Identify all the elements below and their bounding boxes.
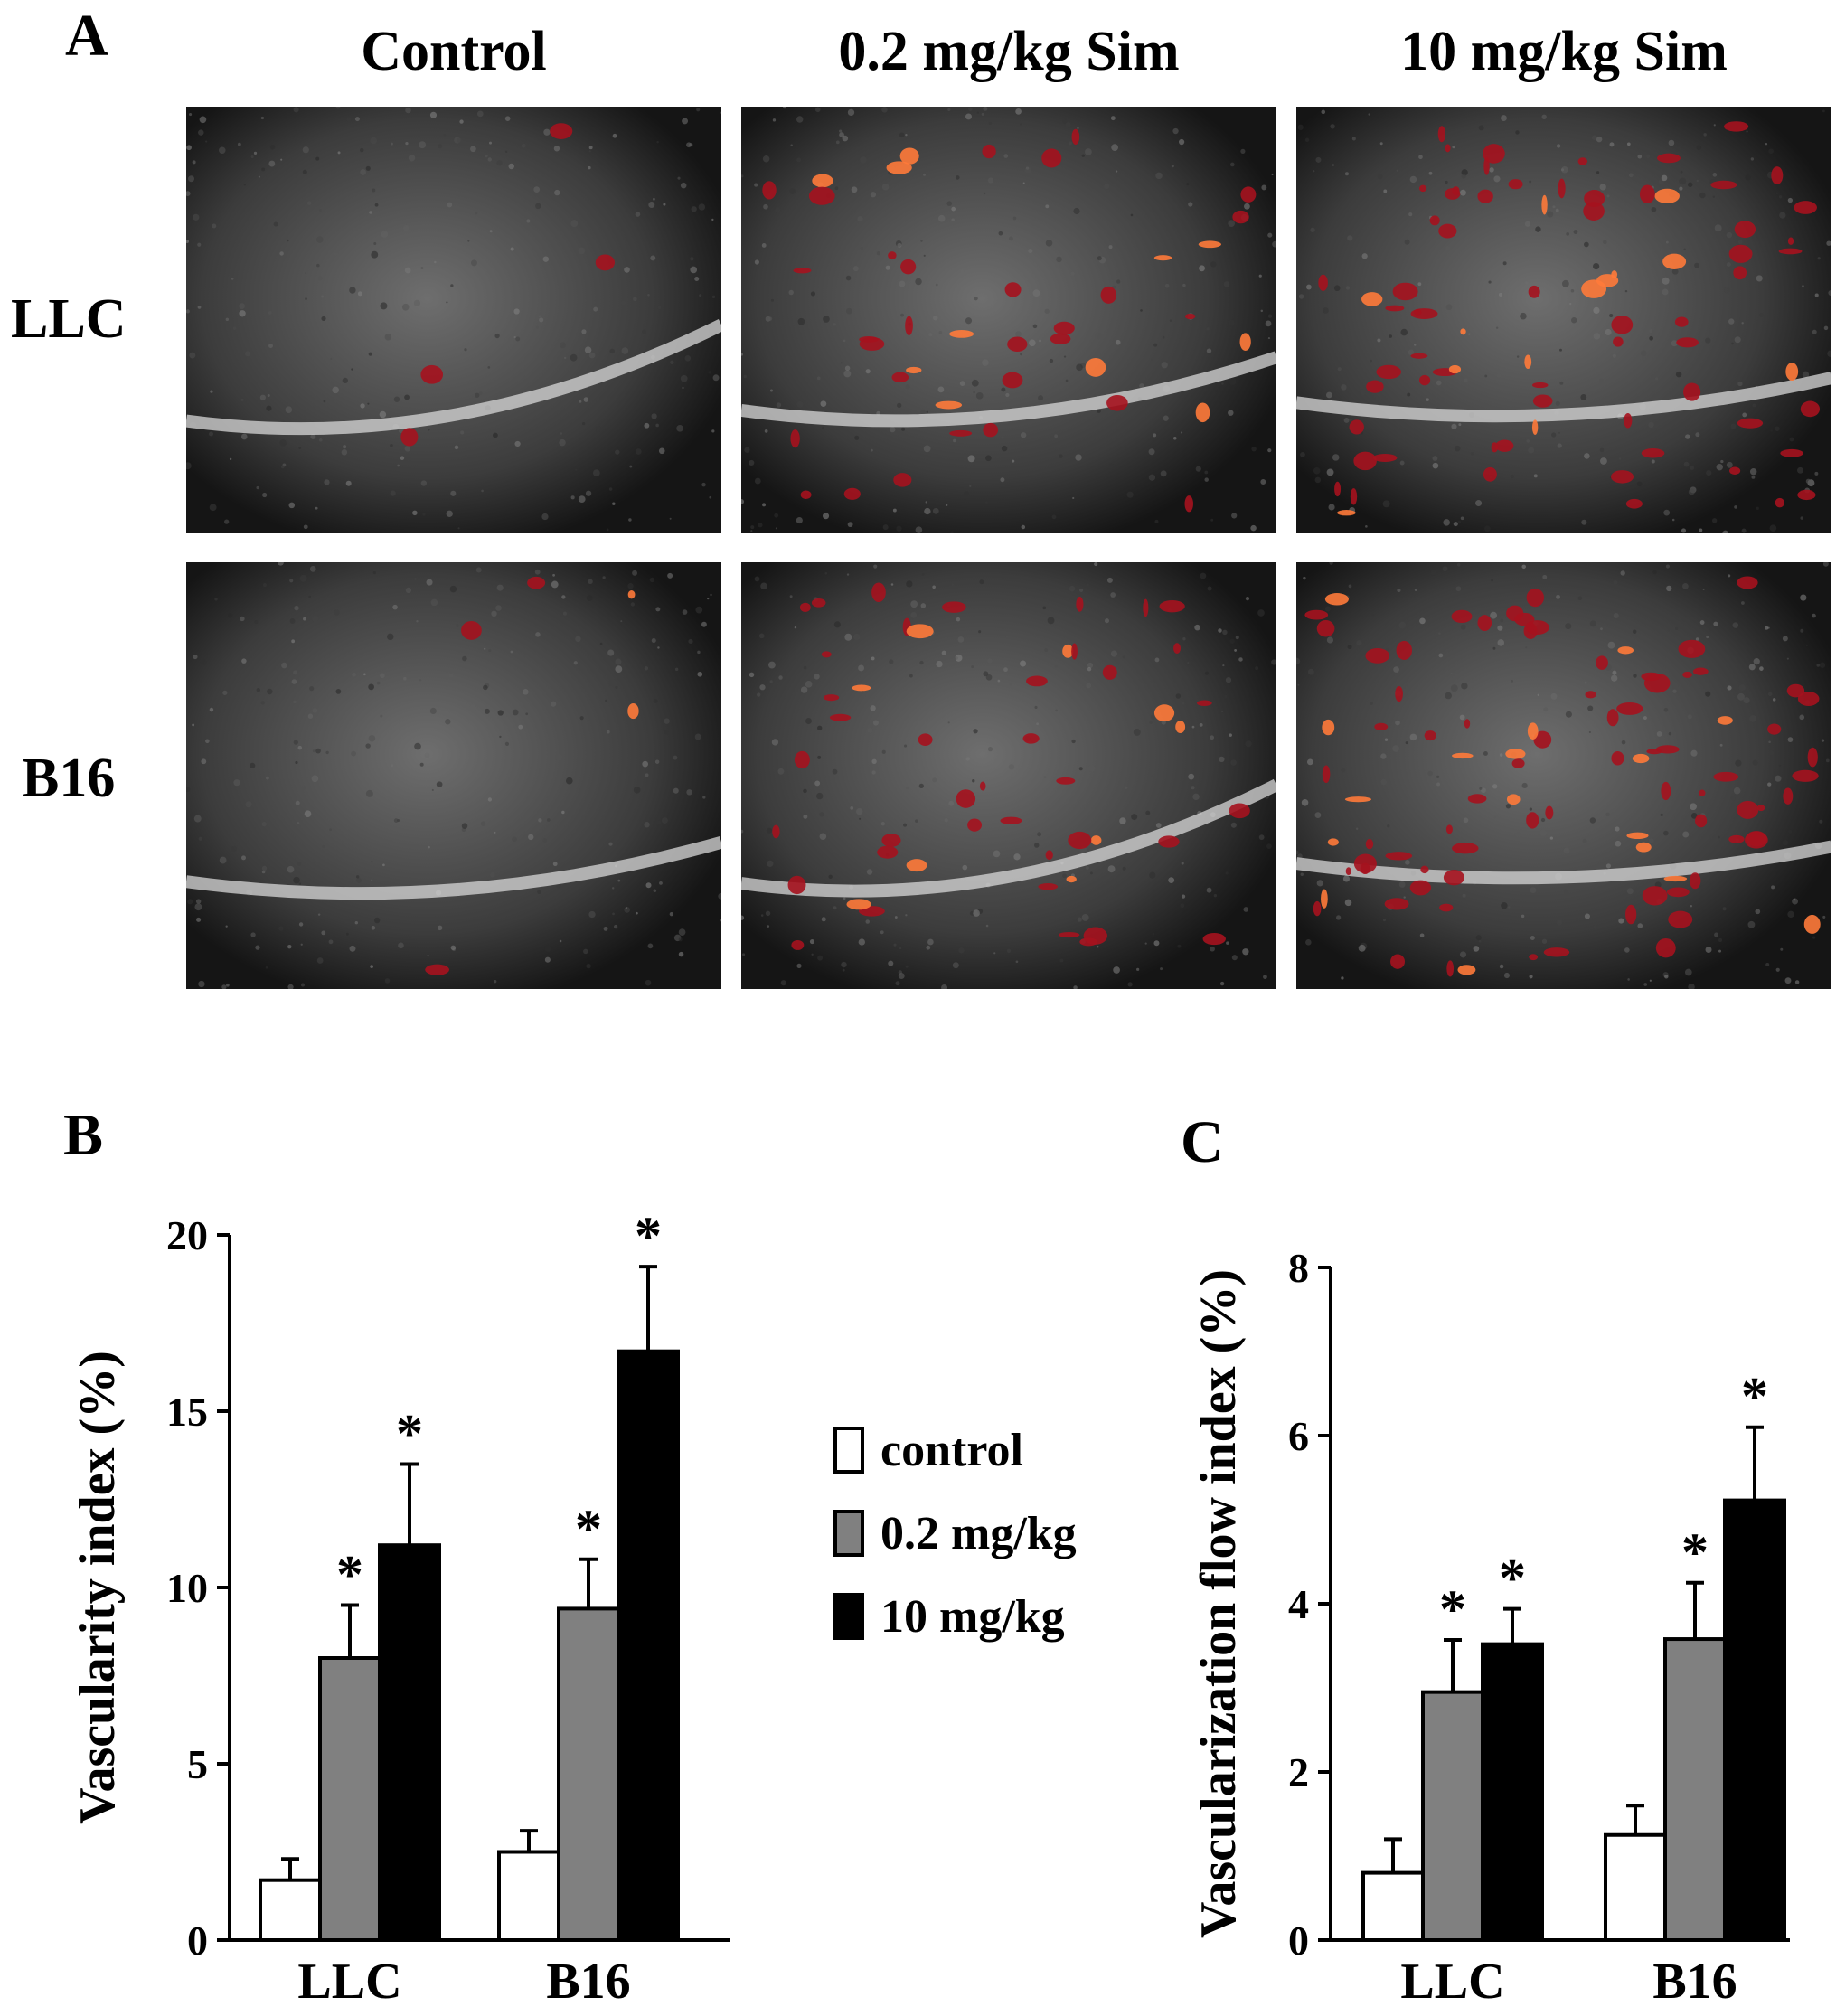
- legend-label-high-dose: 10 mg/kg: [880, 1590, 1065, 1643]
- row-header-llc: LLC: [11, 288, 127, 350]
- vascularization-flow-index-chart: 0 2 4 6 8 Vascularization flow index (%) * * LLC…: [1191, 1245, 1790, 2010]
- panel-b-label: B: [63, 1102, 104, 1168]
- ultrasound-image-b16-control: [186, 562, 721, 989]
- bar-llc-1: [318, 1656, 381, 1942]
- y-axis-label: Vascularization flow index (%): [1191, 1269, 1247, 1938]
- x-category-label: LLC: [297, 1954, 401, 2010]
- legend-swatch-low-dose: [833, 1510, 864, 1557]
- bar-b16-2: [617, 1349, 680, 1942]
- vascularity-index-chart: 0 5 10 15 20 Vascularity index (%) * * LLC * * B16: [70, 1206, 730, 2010]
- panel-c-label: C: [1181, 1109, 1224, 1175]
- ultrasound-image-b16-high-dose: [1296, 562, 1831, 989]
- bar-b16-2: [1723, 1498, 1786, 1942]
- bar-b16-1: [1663, 1637, 1727, 1942]
- legend: control 0.2 mg/kg 10 mg/kg: [833, 1408, 1077, 1658]
- y-tick-label: 10: [166, 1565, 208, 1611]
- significance-marker: *: [336, 1545, 363, 1605]
- ultrasound-image-b16-low-dose: [741, 562, 1276, 989]
- y-tick-label: 20: [166, 1212, 208, 1258]
- y-tick-label: 6: [1288, 1413, 1309, 1459]
- legend-swatch-high-dose: [833, 1593, 864, 1640]
- row-header-b16: B16: [22, 748, 116, 809]
- significance-marker: *: [1439, 1579, 1466, 1639]
- panel-a-label: A: [65, 3, 108, 69]
- bar-llc-2: [378, 1543, 441, 1942]
- legend-item-low-dose: 0.2 mg/kg: [833, 1492, 1077, 1575]
- column-header-low-dose: 0.2 mg/kg Sim: [838, 21, 1180, 82]
- significance-marker: *: [1499, 1549, 1526, 1608]
- legend-label-low-dose: 0.2 mg/kg: [880, 1507, 1077, 1559]
- significance-marker: *: [575, 1499, 602, 1559]
- y-tick-label: 15: [166, 1389, 208, 1435]
- x-category-label: B16: [546, 1954, 630, 2010]
- y-tick-label: 0: [1288, 1917, 1309, 1964]
- legend-item-high-dose: 10 mg/kg: [833, 1575, 1077, 1658]
- bar-llc-2: [1481, 1642, 1544, 1942]
- y-axis-label: Vascularity index (%): [70, 1351, 126, 1824]
- y-tick-label: 4: [1288, 1581, 1309, 1627]
- significance-marker: *: [396, 1404, 423, 1464]
- column-header-high-dose: 10 mg/kg Sim: [1400, 21, 1728, 82]
- significance-marker: *: [635, 1206, 662, 1266]
- legend-item-control: control: [833, 1408, 1077, 1492]
- y-tick-label: 2: [1288, 1749, 1309, 1795]
- x-category-label: LLC: [1400, 1954, 1504, 2010]
- bar-llc-0: [259, 1878, 322, 1943]
- bar-llc-0: [1361, 1870, 1425, 1942]
- bar-b16-1: [557, 1606, 620, 1942]
- y-tick-label: 5: [187, 1741, 208, 1787]
- ultrasound-image-llc-low-dose: [741, 107, 1276, 533]
- x-category-label: B16: [1652, 1954, 1737, 2010]
- significance-marker: *: [1741, 1367, 1768, 1427]
- y-tick-label: 8: [1288, 1245, 1309, 1291]
- legend-label-control: control: [880, 1424, 1023, 1476]
- legend-swatch-control: [833, 1427, 864, 1474]
- bar-b16-0: [1604, 1832, 1667, 1942]
- bar-llc-1: [1421, 1690, 1484, 1943]
- y-tick-label: 0: [187, 1917, 208, 1964]
- bar-b16-0: [497, 1850, 560, 1942]
- ultrasound-image-llc-control: [186, 107, 721, 533]
- ultrasound-image-llc-high-dose: [1296, 107, 1831, 533]
- column-header-control: Control: [361, 21, 547, 82]
- significance-marker: *: [1681, 1522, 1709, 1582]
